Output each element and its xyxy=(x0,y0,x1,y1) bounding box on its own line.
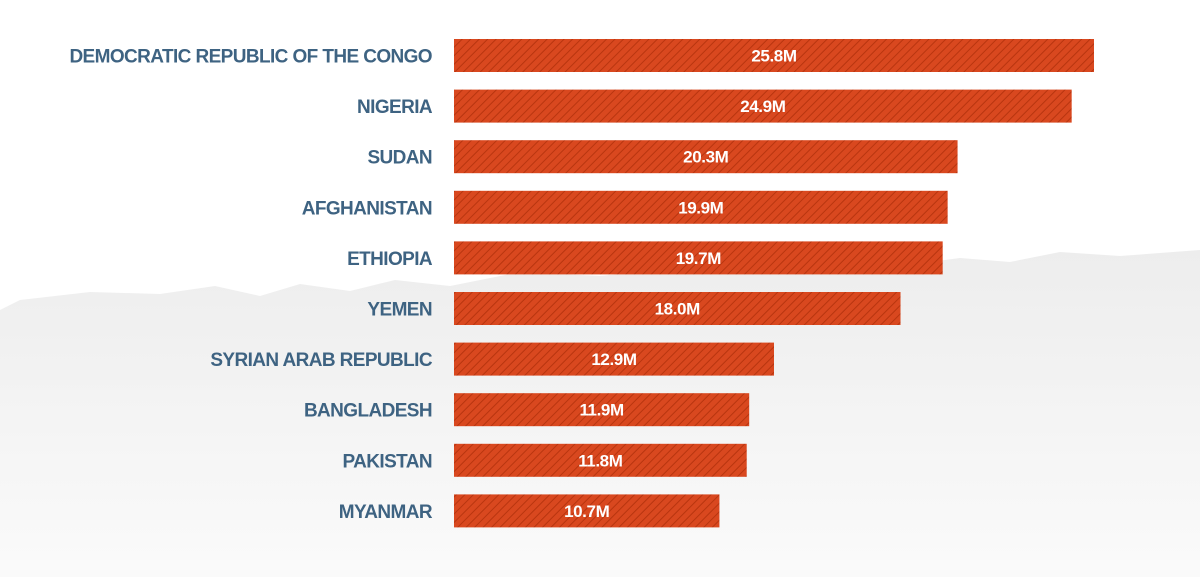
bar-nigeria xyxy=(454,89,1072,123)
value-label-afghanistan: 19.9M xyxy=(678,198,723,217)
category-labels: DEMOCRATIC REPUBLIC OF THE CONGO NIGERIA S… xyxy=(69,47,433,523)
value-label-pakistan: 11.8M xyxy=(578,451,623,470)
category-label-ethiopia: ETHIOPIA xyxy=(347,249,433,270)
value-label-syrian-arab-republic: 12.9M xyxy=(591,350,636,369)
category-label-sudan: SUDAN xyxy=(367,148,432,169)
bar-yemen xyxy=(454,292,901,325)
category-label-syrian-arab-republic: SYRIAN ARAB REPUBLIC xyxy=(210,350,433,371)
category-label-afghanistan: AFGHANISTAN xyxy=(302,198,432,219)
category-label-nigeria: NIGERIA xyxy=(357,97,433,118)
bar-pakistan xyxy=(454,443,747,477)
category-label-bangladesh: BANGLADESH xyxy=(304,401,432,422)
bar-syrian-arab-republic xyxy=(454,342,774,376)
value-label-democratic-republic-of-the-congo: 25.8M xyxy=(751,47,796,66)
value-label-myanmar: 10.7M xyxy=(564,502,609,521)
bar-bangladesh xyxy=(454,393,750,427)
bar-afghanistan xyxy=(454,190,948,224)
value-label-nigeria: 24.9M xyxy=(740,97,785,116)
bars xyxy=(454,39,1094,528)
category-label-pakistan: PAKISTAN xyxy=(343,451,433,472)
bar-democratic-republic-of-the-congo xyxy=(454,39,1094,72)
category-label-democratic-republic-of-the-congo: DEMOCRATIC REPUBLIC OF THE CONGO xyxy=(69,47,432,68)
value-label-bangladesh: 11.9M xyxy=(579,401,624,420)
category-label-myanmar: MYANMAR xyxy=(339,502,433,523)
bar-sudan xyxy=(454,140,958,174)
value-label-ethiopia: 19.7M xyxy=(676,249,721,268)
bar-myanmar xyxy=(454,494,720,528)
value-label-yemen: 18.0M xyxy=(655,300,700,319)
value-label-sudan: 20.3M xyxy=(683,148,728,167)
category-label-yemen: YEMEN xyxy=(367,300,432,321)
bar-ethiopia xyxy=(454,241,943,275)
value-labels: 25.8M 24.9M 20.3M 19.9M 19.7M 18.0M 12.9M 11.9M… xyxy=(564,47,797,521)
